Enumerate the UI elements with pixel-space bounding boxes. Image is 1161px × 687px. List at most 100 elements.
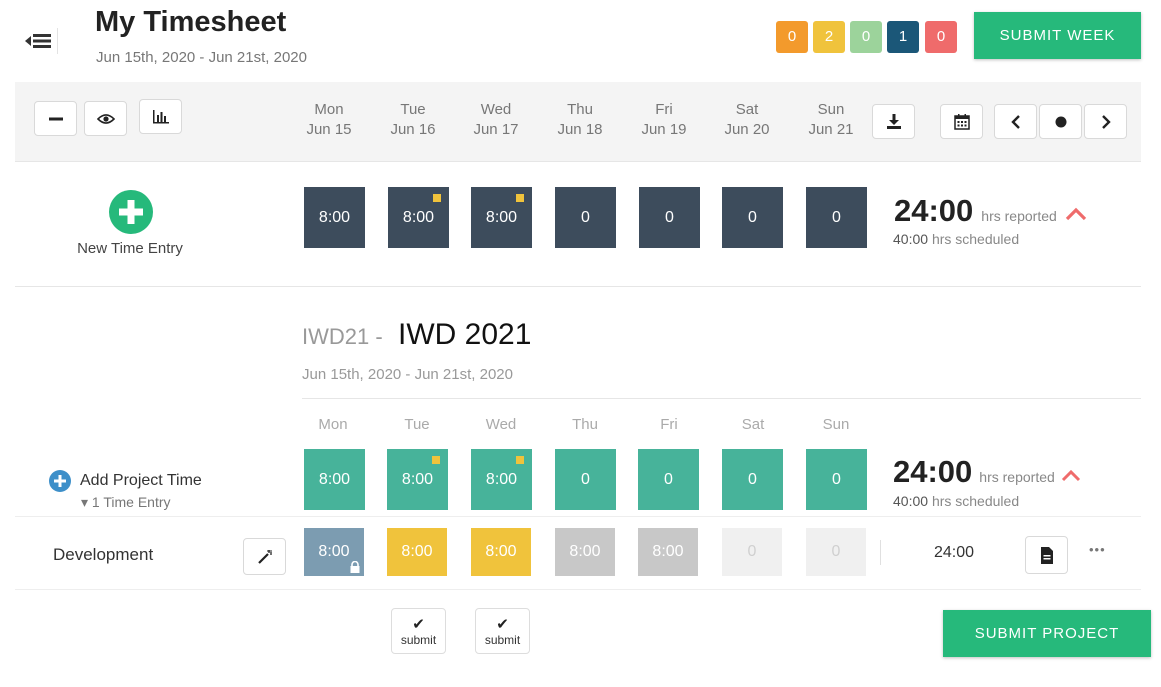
day-header-fri: Fri Jun 19	[634, 100, 694, 140]
day-header-sat: Sat Jun 20	[717, 100, 777, 140]
notes-button[interactable]	[1025, 536, 1068, 574]
task-total: 24:00	[934, 544, 975, 561]
day-name: Tue	[400, 101, 426, 118]
plus-icon	[54, 475, 66, 487]
week-cell-mon[interactable]: 8:00	[304, 187, 365, 248]
submit-project-button[interactable]: SUBMIT PROJECT	[943, 610, 1151, 657]
week-scheduled: 40:00 hrs scheduled	[893, 231, 1019, 247]
calendar-icon	[953, 113, 970, 130]
document-icon	[1040, 546, 1053, 564]
task-name: Development	[53, 545, 154, 564]
task-cell-fri[interactable]: 8:00	[638, 528, 698, 576]
task-cell-wed[interactable]: 8:00	[471, 528, 531, 576]
pending-flag-icon	[516, 194, 524, 202]
chevron-left-icon	[1010, 114, 1020, 129]
add-project-time-icon[interactable]	[49, 470, 71, 492]
project-day-sat: Sat	[741, 416, 765, 433]
reports-button[interactable]	[139, 99, 182, 134]
pending-flag-icon	[433, 194, 441, 202]
scheduled-hours: 40:00	[893, 493, 929, 509]
week-cell-sun[interactable]: 0	[806, 187, 867, 248]
week-cell-thu[interactable]: 0	[555, 187, 616, 248]
status-badge-locked[interactable]: 1	[887, 21, 919, 53]
view-toggle-button[interactable]	[84, 101, 127, 136]
project-date-range: Jun 15th, 2020 - Jun 21st, 2020	[302, 366, 513, 383]
task-cell-sun[interactable]: 0	[806, 528, 866, 576]
project-scheduled: 40:00 hrs scheduled	[893, 493, 1019, 509]
project-day-mon: Mon	[318, 416, 348, 433]
eye-icon	[96, 113, 115, 124]
task-cell-tue[interactable]: 8:00	[387, 528, 447, 576]
project-cell-sun[interactable]: 0	[806, 449, 867, 510]
chevron-up-icon[interactable]	[1065, 207, 1087, 221]
project-cell-mon[interactable]: 8:00	[304, 449, 365, 510]
next-week-button[interactable]	[1084, 104, 1127, 139]
new-time-entry-label: New Time Entry	[77, 240, 183, 257]
status-badge-pending[interactable]: 2	[813, 21, 845, 53]
project-day-sun: Sun	[822, 416, 850, 433]
day-header-thu: Thu Jun 18	[550, 100, 610, 140]
project-cell-sat[interactable]: 0	[722, 449, 783, 510]
week-reported-hours: 24:00	[894, 193, 974, 228]
more-options-icon[interactable]: •••	[1089, 542, 1106, 557]
day-date: Jun 18	[557, 121, 603, 138]
project-cell-wed[interactable]: 8:00	[471, 449, 532, 510]
cell-value: 8:00	[401, 470, 434, 488]
magic-fill-button[interactable]	[243, 538, 286, 575]
project-day-tue: Tue	[404, 416, 430, 433]
project-cell-tue[interactable]: 8:00	[387, 449, 448, 510]
current-week-button[interactable]	[1039, 104, 1082, 139]
add-project-time-link[interactable]: Add Project Time	[80, 472, 202, 489]
project-day-wed: Wed	[485, 416, 517, 433]
plus-circle-icon	[119, 200, 143, 224]
day-name: Thu	[567, 101, 593, 118]
day-date: Jun 17	[473, 121, 519, 138]
new-time-entry-button[interactable]	[109, 190, 153, 234]
scheduled-label: hrs scheduled	[931, 493, 1020, 509]
calendar-button[interactable]	[940, 104, 983, 139]
week-cell-fri[interactable]: 0	[639, 187, 700, 248]
week-cell-sat[interactable]: 0	[722, 187, 783, 248]
week-cell-wed[interactable]: 8:00	[471, 187, 532, 248]
status-badge-open[interactable]: 0	[776, 21, 808, 53]
bar-chart-icon	[152, 109, 169, 123]
status-badge-rejected[interactable]: 0	[925, 21, 957, 53]
page-title: My Timesheet	[95, 6, 287, 38]
day-name: Sun	[817, 101, 845, 118]
day-header-tue: Tue Jun 16	[383, 100, 443, 140]
submit-day-wed-button[interactable]: ✔ submit	[475, 608, 530, 654]
task-cell-thu[interactable]: 8:00	[555, 528, 615, 576]
day-date: Jun 16	[390, 121, 436, 138]
cell-value: 8:00	[485, 208, 518, 226]
section-divider	[15, 286, 1141, 287]
collapse-menu-button[interactable]	[22, 28, 58, 54]
time-entries-toggle[interactable]: ▾ 1 Time Entry	[81, 494, 171, 510]
status-badge-approved[interactable]: 0	[850, 21, 882, 53]
magic-wand-icon	[257, 549, 272, 564]
week-cell-tue[interactable]: 8:00	[388, 187, 449, 248]
reported-label: hrs reported	[981, 208, 1057, 224]
submit-day-tue-button[interactable]: ✔ submit	[391, 608, 446, 654]
previous-week-button[interactable]	[994, 104, 1037, 139]
week-total: 24:00 hrs reported	[894, 193, 1087, 229]
download-button[interactable]	[872, 104, 915, 139]
day-header-sun: Sun Jun 21	[801, 100, 861, 140]
day-header-wed: Wed Jun 17	[466, 100, 526, 140]
project-cell-thu[interactable]: 0	[555, 449, 616, 510]
task-cell-mon[interactable]: 8:00	[304, 528, 364, 576]
checkmark-icon: ✔	[496, 616, 509, 633]
project-cell-fri[interactable]: 0	[638, 449, 699, 510]
day-date: Jun 19	[641, 121, 687, 138]
day-name: Fri	[655, 101, 673, 118]
project-code: IWD21 -	[302, 324, 383, 349]
collapse-all-button[interactable]	[34, 101, 77, 136]
task-cell-sat[interactable]: 0	[722, 528, 782, 576]
dot-icon	[1055, 116, 1066, 127]
submit-week-button[interactable]: SUBMIT WEEK	[974, 12, 1141, 59]
row-divider	[15, 589, 1141, 590]
chevron-right-icon	[1101, 114, 1111, 129]
project-reported-hours: 24:00	[893, 454, 973, 489]
download-icon	[886, 114, 901, 129]
project-day-fri: Fri	[660, 416, 678, 433]
chevron-up-icon[interactable]	[1061, 469, 1081, 482]
